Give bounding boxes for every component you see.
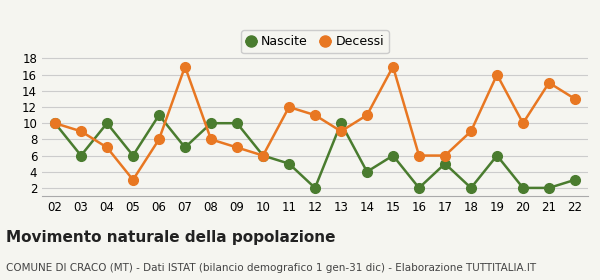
Nascite [52,122,59,125]
Decessi [103,146,110,149]
Decessi [233,146,241,149]
Line: Nascite: Nascite [50,110,580,193]
Nascite [130,154,137,157]
Decessi [467,130,475,133]
Decessi [493,73,500,76]
Nascite [233,122,241,125]
Decessi [259,154,266,157]
Nascite [77,154,85,157]
Decessi [337,130,344,133]
Decessi [571,97,578,101]
Nascite [311,186,319,190]
Nascite [571,178,578,181]
Decessi [286,105,293,109]
Text: COMUNE DI CRACO (MT) - Dati ISTAT (bilancio demografico 1 gen-31 dic) - Elaboraz: COMUNE DI CRACO (MT) - Dati ISTAT (bilan… [6,263,536,273]
Decessi [389,65,397,68]
Legend: Nascite, Decessi: Nascite, Decessi [241,31,389,53]
Nascite [389,154,397,157]
Nascite [208,122,215,125]
Nascite [364,170,371,173]
Nascite [103,122,110,125]
Nascite [337,122,344,125]
Decessi [364,113,371,117]
Decessi [130,178,137,181]
Nascite [520,186,527,190]
Decessi [155,138,163,141]
Decessi [311,113,319,117]
Nascite [286,162,293,165]
Decessi [52,122,59,125]
Decessi [181,65,188,68]
Decessi [442,154,449,157]
Decessi [415,154,422,157]
Nascite [442,162,449,165]
Decessi [520,122,527,125]
Nascite [415,186,422,190]
Decessi [545,81,553,85]
Nascite [181,146,188,149]
Nascite [155,113,163,117]
Nascite [493,154,500,157]
Text: Movimento naturale della popolazione: Movimento naturale della popolazione [6,230,335,245]
Nascite [545,186,553,190]
Decessi [208,138,215,141]
Nascite [467,186,475,190]
Line: Decessi: Decessi [50,62,580,185]
Decessi [77,130,85,133]
Nascite [259,154,266,157]
